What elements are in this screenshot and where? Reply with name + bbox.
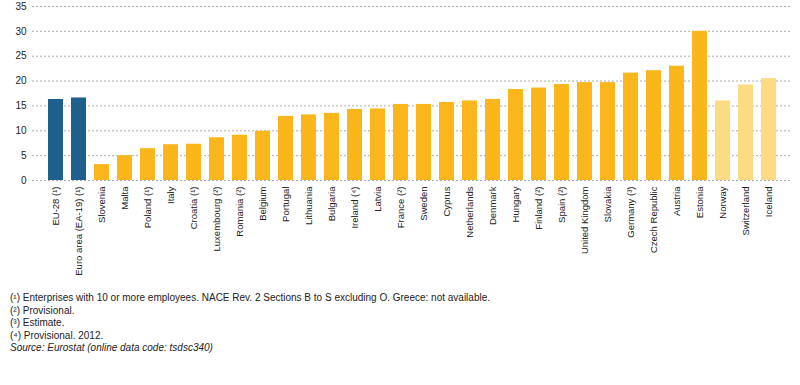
- svg-text:25: 25: [15, 50, 27, 61]
- svg-text:Ireland (⁴): Ireland (⁴): [349, 187, 360, 229]
- html-text:(¹) Enterprises with 10 or mor: (¹) Enterprises with 10 or more employee…: [10, 292, 490, 303]
- svg-text:Portugal: Portugal: [280, 187, 291, 222]
- svg-text:0: 0: [21, 175, 27, 186]
- svg-text:Slovenia: Slovenia: [96, 186, 107, 223]
- svg-text:5: 5: [21, 150, 27, 161]
- svg-text:Hungary: Hungary: [510, 186, 521, 222]
- svg-text:United Kingdom: United Kingdom: [579, 186, 590, 254]
- svg-text:Romania (²): Romania (²): [234, 187, 245, 237]
- svg-text:Cyprus: Cyprus: [441, 186, 452, 216]
- svg-text:Latvia: Latvia: [372, 186, 383, 212]
- svg-text:Denmark: Denmark: [487, 186, 498, 225]
- svg-text:Malta: Malta: [119, 186, 130, 210]
- svg-text:Iceland: Iceland: [763, 187, 774, 218]
- svg-text:10: 10: [15, 125, 27, 136]
- svg-text:Sweden: Sweden: [418, 187, 429, 221]
- svg-text:Germany (³): Germany (³): [625, 187, 636, 238]
- svg-text:Euro area (EA-19) (¹): Euro area (EA-19) (¹): [73, 187, 84, 276]
- svg-text:Estonia: Estonia: [694, 186, 705, 218]
- svg-text:Poland (¹): Poland (¹): [142, 187, 153, 229]
- svg-text:Luxembourg (²): Luxembourg (²): [211, 187, 222, 252]
- svg-text:Switzerland: Switzerland: [740, 187, 751, 236]
- svg-text:Finland (²): Finland (²): [533, 187, 544, 230]
- svg-text:Croatia (¹): Croatia (¹): [188, 187, 199, 230]
- svg-text:Italy: Italy: [165, 186, 176, 204]
- html-text:(²) Provisional.: (²) Provisional.: [10, 304, 75, 316]
- svg-text:35: 35: [15, 1, 27, 12]
- svg-text:Slovakia: Slovakia: [602, 186, 613, 223]
- svg-text:Norway: Norway: [717, 186, 728, 218]
- svg-text:20: 20: [15, 75, 27, 86]
- svg-text:Netherlands: Netherlands: [464, 186, 475, 237]
- html-text:(³) Estimate.: (³) Estimate.: [10, 317, 65, 328]
- svg-text:EU-28 (¹): EU-28 (¹): [50, 187, 61, 226]
- svg-text:Spain (²): Spain (²): [556, 187, 567, 223]
- svg-text:France (²): France (²): [395, 187, 406, 229]
- html-text:Source: Eurostat (online data: Source: Eurostat (online data code: tsds…: [10, 342, 213, 353]
- svg-text:15: 15: [15, 100, 27, 111]
- svg-text:Lithuania: Lithuania: [303, 186, 314, 225]
- html-text:(⁴) Provisional. 2012.: (⁴) Provisional. 2012.: [10, 329, 104, 341]
- svg-text:30: 30: [15, 26, 27, 37]
- svg-text:Czech Republic: Czech Republic: [648, 186, 659, 253]
- svg-text:Belgium: Belgium: [257, 186, 268, 220]
- svg-text:Austria: Austria: [671, 186, 682, 216]
- svg-text:Bulgaria: Bulgaria: [326, 186, 337, 222]
